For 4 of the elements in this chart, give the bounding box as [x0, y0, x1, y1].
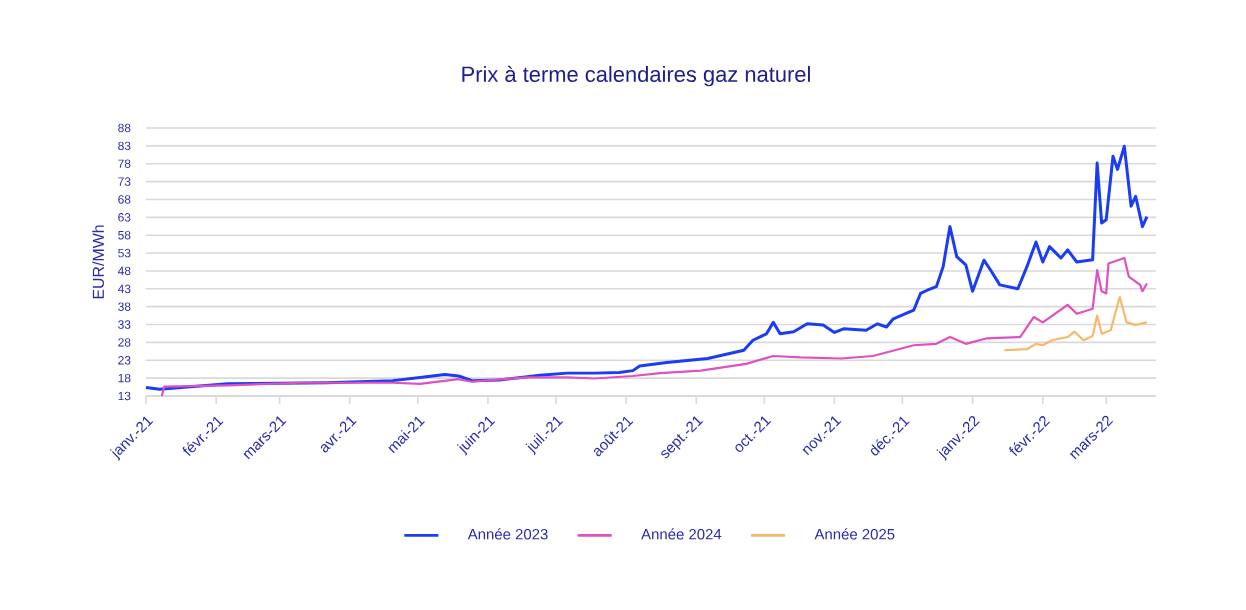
- line-series: [160, 256, 1149, 398]
- chart-title: Prix à terme calendaires gaz naturel: [462, 65, 810, 87]
- line-series: [1003, 295, 1149, 352]
- line-series: [144, 144, 1149, 391]
